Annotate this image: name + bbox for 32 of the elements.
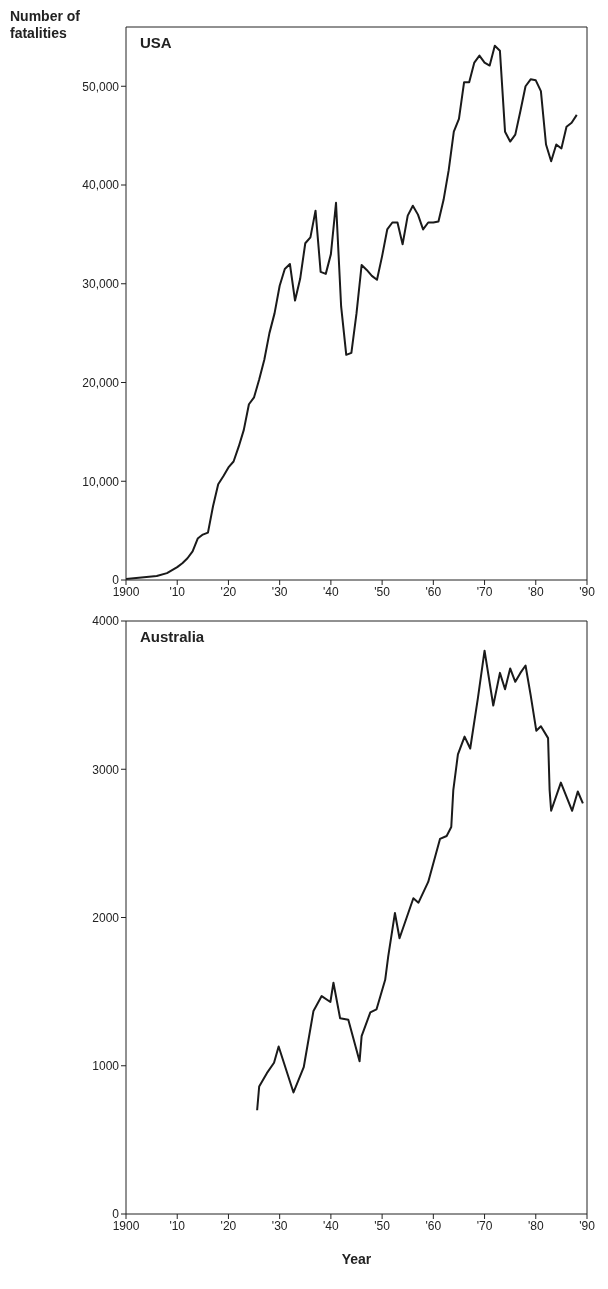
y-tick-label: 40,000 bbox=[82, 178, 120, 193]
y-tick-label: 30,000 bbox=[82, 277, 120, 292]
x-tick-label: '10 bbox=[169, 584, 186, 599]
y-tick-label: 10,000 bbox=[82, 474, 120, 489]
x-tick-label: '10 bbox=[169, 1218, 186, 1233]
x-tick-label: '80 bbox=[527, 1218, 544, 1233]
x-tick-label: '50 bbox=[374, 584, 391, 599]
x-tick-label: '20 bbox=[220, 1218, 237, 1233]
x-tick-label: '70 bbox=[476, 584, 493, 599]
x-tick-label: '30 bbox=[271, 1218, 288, 1233]
y-tick-label: 3000 bbox=[92, 762, 120, 777]
x-tick-label: '40 bbox=[323, 1218, 340, 1233]
x-tick-label: '80 bbox=[527, 584, 544, 599]
y-tick-label: 1000 bbox=[92, 1059, 120, 1074]
x-tick-label: '70 bbox=[476, 1218, 493, 1233]
x-tick-label: '90 bbox=[579, 584, 596, 599]
x-tick-label: '20 bbox=[220, 584, 237, 599]
y-tick-label: 2000 bbox=[92, 910, 120, 925]
x-tick-label: '50 bbox=[374, 1218, 391, 1233]
x-tick-label: '90 bbox=[579, 1218, 596, 1233]
y-tick-label: 4000 bbox=[92, 614, 120, 629]
text: Australia bbox=[140, 628, 205, 645]
x-tick-label: '40 bbox=[323, 584, 340, 599]
text: USA bbox=[140, 34, 172, 51]
y-tick-label: 20,000 bbox=[82, 375, 120, 390]
y-axis-title: Number of fatalities bbox=[10, 8, 81, 42]
x-tick-label: '60 bbox=[425, 1218, 442, 1233]
x-axis-title: Year bbox=[341, 1251, 372, 1267]
y-tick-label: 50,000 bbox=[82, 79, 120, 94]
x-tick-label: '60 bbox=[425, 584, 442, 599]
line-series bbox=[256, 649, 584, 1112]
x-tick-label: '30 bbox=[271, 584, 288, 599]
